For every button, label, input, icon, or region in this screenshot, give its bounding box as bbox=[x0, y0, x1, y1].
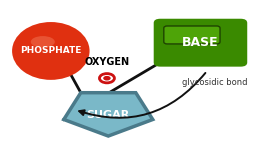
Ellipse shape bbox=[12, 22, 90, 80]
Circle shape bbox=[99, 74, 114, 83]
Text: OXYGEN: OXYGEN bbox=[85, 57, 130, 68]
FancyBboxPatch shape bbox=[164, 26, 220, 44]
Text: SUGAR: SUGAR bbox=[87, 110, 130, 120]
Text: BASE: BASE bbox=[182, 36, 219, 49]
FancyBboxPatch shape bbox=[154, 19, 247, 67]
Circle shape bbox=[103, 76, 111, 80]
Polygon shape bbox=[64, 93, 153, 136]
Ellipse shape bbox=[31, 36, 55, 48]
Text: glycosidic bond: glycosidic bond bbox=[183, 78, 248, 87]
Text: PHOSPHATE: PHOSPHATE bbox=[20, 47, 82, 55]
